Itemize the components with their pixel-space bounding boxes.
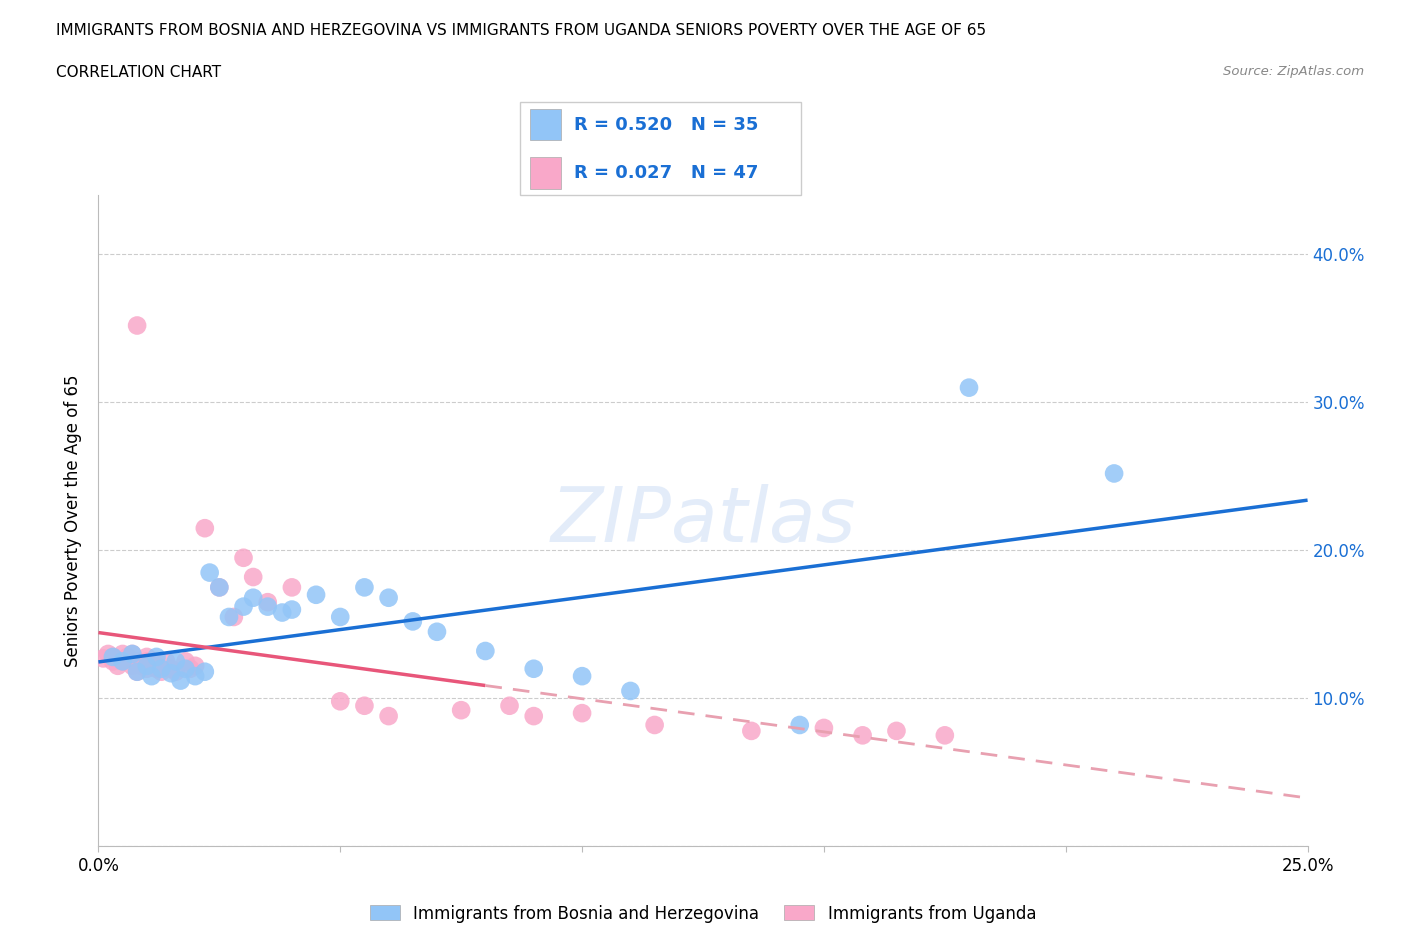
- Point: [127, 664, 149, 679]
- Point: [121, 646, 143, 661]
- Point: [329, 694, 352, 709]
- Point: [886, 724, 908, 738]
- Point: [281, 580, 304, 595]
- Point: [813, 721, 835, 736]
- Point: [934, 728, 956, 743]
- Point: [218, 609, 240, 624]
- Point: [91, 651, 114, 666]
- Y-axis label: Seniors Poverty Over the Age of 65: Seniors Poverty Over the Age of 65: [65, 375, 83, 667]
- Point: [619, 684, 641, 698]
- Point: [174, 654, 197, 669]
- Text: IMMIGRANTS FROM BOSNIA AND HERZEGOVINA VS IMMIGRANTS FROM UGANDA SENIORS POVERTY: IMMIGRANTS FROM BOSNIA AND HERZEGOVINA V…: [56, 23, 987, 38]
- Text: Source: ZipAtlas.com: Source: ZipAtlas.com: [1223, 65, 1364, 78]
- Point: [165, 664, 187, 679]
- Point: [256, 599, 278, 614]
- Point: [271, 605, 294, 620]
- Point: [150, 661, 173, 676]
- Point: [107, 658, 129, 673]
- Point: [208, 580, 231, 595]
- Point: [498, 698, 520, 713]
- Point: [232, 599, 254, 614]
- Point: [101, 649, 124, 664]
- Point: [305, 588, 328, 603]
- Point: [353, 698, 375, 713]
- Point: [169, 673, 191, 688]
- Point: [523, 709, 546, 724]
- Point: [127, 318, 149, 333]
- Point: [402, 614, 425, 629]
- Point: [141, 654, 163, 669]
- Point: [426, 624, 449, 639]
- Point: [184, 669, 207, 684]
- Point: [852, 728, 875, 743]
- Point: [131, 658, 153, 673]
- Point: [256, 595, 278, 610]
- Point: [135, 658, 157, 673]
- Point: [523, 661, 546, 676]
- Point: [644, 718, 666, 733]
- Text: R = 0.520   N = 35: R = 0.520 N = 35: [574, 115, 758, 134]
- Point: [165, 654, 187, 669]
- Point: [377, 591, 399, 605]
- Point: [789, 718, 811, 733]
- Point: [281, 602, 304, 617]
- Point: [160, 661, 183, 676]
- Point: [141, 669, 163, 684]
- Point: [242, 569, 264, 584]
- Legend: Immigrants from Bosnia and Herzegovina, Immigrants from Uganda: Immigrants from Bosnia and Herzegovina, …: [370, 905, 1036, 923]
- Point: [145, 649, 167, 664]
- Point: [150, 664, 173, 679]
- Point: [194, 664, 217, 679]
- Point: [450, 703, 472, 718]
- Text: ZIPatlas: ZIPatlas: [550, 484, 856, 558]
- Point: [101, 654, 124, 669]
- Point: [242, 591, 264, 605]
- Point: [571, 669, 593, 684]
- Point: [135, 654, 157, 669]
- Point: [1102, 466, 1125, 481]
- Point: [198, 565, 221, 580]
- Point: [474, 644, 496, 658]
- Point: [179, 661, 201, 676]
- Point: [121, 646, 143, 661]
- Point: [377, 709, 399, 724]
- Point: [208, 580, 231, 595]
- Point: [117, 649, 139, 664]
- Point: [101, 649, 124, 664]
- Point: [232, 551, 254, 565]
- Point: [135, 661, 157, 676]
- Text: CORRELATION CHART: CORRELATION CHART: [56, 65, 221, 80]
- Point: [111, 654, 134, 669]
- Point: [121, 658, 143, 673]
- Point: [97, 646, 120, 661]
- Point: [155, 654, 177, 669]
- Point: [174, 661, 197, 676]
- Point: [145, 661, 167, 676]
- Text: R = 0.027   N = 47: R = 0.027 N = 47: [574, 164, 758, 182]
- Point: [329, 609, 352, 624]
- Point: [135, 649, 157, 664]
- Point: [740, 724, 762, 738]
- Point: [127, 664, 149, 679]
- Point: [111, 654, 134, 669]
- Point: [353, 580, 375, 595]
- Point: [160, 666, 183, 681]
- Point: [184, 658, 207, 673]
- Point: [111, 646, 134, 661]
- Point: [194, 521, 217, 536]
- Point: [957, 380, 980, 395]
- Point: [571, 706, 593, 721]
- Point: [222, 609, 245, 624]
- Point: [145, 658, 167, 673]
- Point: [127, 654, 149, 669]
